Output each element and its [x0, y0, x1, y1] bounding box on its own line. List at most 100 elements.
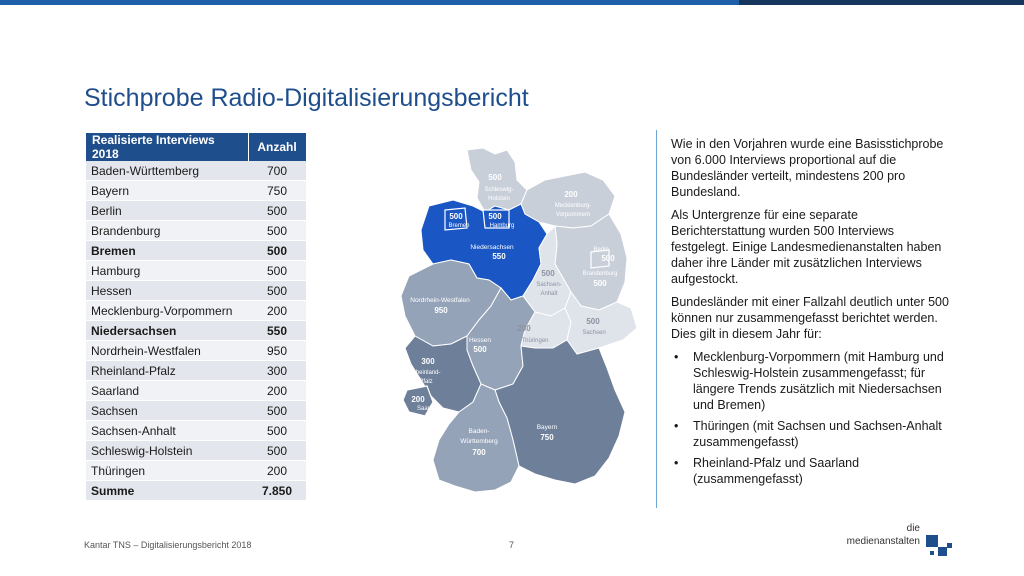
table-total-row: Summe 7.850 [86, 480, 306, 501]
map-label-bayern: Bayern 750 [537, 424, 558, 442]
row-state: Brandenburg [86, 220, 248, 241]
map-value: 300 [421, 357, 435, 366]
list-item: • Mecklenburg-Vorpommern (mit Hamburg und… [671, 349, 951, 413]
slide-title: Stichprobe Radio-Digitalisierungsbericht [84, 84, 529, 112]
map-value: 500 [488, 212, 502, 221]
list-item-text: Mecklenburg-Vorpommern (mit Hamburg und … [693, 350, 944, 412]
row-count: 500 [248, 420, 306, 441]
row-state: Hessen [86, 280, 248, 301]
table-row: Hessen 500 [86, 280, 306, 301]
row-count: 700 [248, 161, 306, 181]
map-value: 500 [593, 279, 607, 288]
logo-square-icon [930, 551, 934, 555]
row-state: Bremen [86, 240, 248, 261]
logo-text-line2: medienanstalten [846, 536, 920, 547]
header-count: Anzahl [248, 133, 307, 161]
map-value: 500 [473, 345, 487, 354]
list-item-text: Thüringen (mit Sachsen und Sachsen-Anhal… [693, 419, 942, 449]
map-label-line: Sachsen- [536, 282, 561, 288]
row-count: 950 [248, 340, 306, 361]
map-label-line: Nordrhein-Westfalen [410, 297, 470, 304]
map-label-line: Bayern [537, 424, 558, 431]
table-row: Bremen 500 [86, 240, 306, 261]
bullet-icon: • [674, 419, 679, 433]
map-value: 500 [488, 173, 502, 182]
map-label-line: Schleswig- [484, 187, 513, 193]
table-row: Saarland 200 [86, 380, 306, 401]
map-label-hessen: Hessen 500 [469, 337, 491, 354]
top-accent-bar [0, 0, 1024, 5]
map-label-thueringen: 200 Thüringen [517, 324, 548, 344]
row-state: Sachsen [86, 400, 248, 421]
map-label-nordrhein-westfalen: Nordrhein-Westfalen 950 [410, 297, 470, 315]
map-label-mecklenburg-vorpommern: 200 Mecklenburg- Vorpommern [555, 190, 591, 218]
paragraph-combined-reporting: Bundesländer mit einer Fallzahl deutlich… [671, 295, 949, 341]
map-label-line: Vorpommern [556, 212, 590, 218]
map-value: 550 [492, 252, 506, 261]
region-berlin [590, 249, 610, 269]
region-bremen [444, 207, 468, 231]
map-label-line: Hamburg [490, 223, 515, 229]
table-row: Sachsen-Anhalt 500 [86, 420, 306, 441]
table-row: Sachsen 500 [86, 400, 306, 421]
map-value: 500 [586, 317, 600, 326]
table-row: Baden-Württemberg 700 [86, 161, 306, 181]
table-row: Brandenburg 500 [86, 220, 306, 241]
logo-square-icon [947, 543, 952, 548]
row-count: 200 [248, 380, 306, 401]
logo-square-icon [926, 535, 938, 547]
list-item: • Rheinland-Pfalz und Saarland (zusammeng… [671, 455, 951, 487]
map-label-saarland: 200 Saarland [411, 395, 441, 412]
table-row: Rheinland-Pfalz 300 [86, 360, 306, 381]
map-label-line: Mecklenburg- [555, 203, 591, 209]
map-label-line: Anhalt [540, 291, 557, 297]
total-count: 7.850 [248, 480, 306, 501]
table-header-row: Realisierte Interviews 2018 Anzahl [86, 133, 307, 161]
map-label-brandenburg: Brandenburg 500 [583, 271, 618, 288]
total-label: Summe [86, 480, 248, 501]
map-label-line: Niedersachsen [470, 244, 514, 251]
map-label-line: Saarland [417, 406, 441, 412]
explanation-text: Wie in den Vorjahren wurde eine Basissti… [671, 136, 951, 492]
top-accent-bar-dark [739, 0, 1024, 5]
row-count: 500 [248, 240, 306, 261]
logo-text-line1: die [906, 523, 920, 534]
row-count: 500 [248, 200, 306, 221]
row-count: 500 [248, 280, 306, 301]
region-sachsen [564, 290, 638, 355]
medienanstalten-logo: die medienanstalten [842, 523, 962, 563]
map-value: 500 [541, 269, 555, 278]
vertical-divider [656, 130, 657, 508]
row-count: 300 [248, 360, 306, 381]
header-state: Realisierte Interviews 2018 [86, 133, 249, 161]
row-count: 200 [248, 460, 306, 481]
map-label-line: Württemberg [460, 438, 498, 445]
map-label-sachsen-anhalt: 500 Sachsen- Anhalt [536, 269, 561, 297]
map-label-line: Baden- [469, 428, 490, 435]
map-value: 200 [411, 395, 425, 404]
row-state: Nordrhein-Westfalen [86, 340, 248, 361]
row-count: 750 [248, 180, 306, 201]
row-state: Mecklenburg-Vorpommern [86, 300, 248, 321]
table-row: Mecklenburg-Vorpommern 200 [86, 300, 306, 321]
map-label-schleswig-holstein: 500 Schleswig- Holstein [484, 173, 513, 202]
table-row: Nordrhein-Westfalen 950 [86, 340, 306, 361]
germany-map-svg: 500 Schleswig- Holstein 200 Mecklenburg-… [400, 147, 638, 493]
map-label-line: Rheinland- [411, 370, 440, 376]
row-state: Niedersachsen [86, 320, 248, 341]
map-label-line: Brandenburg [583, 271, 618, 277]
row-count: 500 [248, 220, 306, 241]
row-state: Saarland [86, 380, 248, 401]
paragraph-basis-sample: Wie in den Vorjahren wurde eine Basissti… [671, 137, 944, 199]
row-state: Schleswig-Holstein [86, 440, 248, 461]
map-label-baden-wuerttemberg: Baden- Württemberg 700 [460, 428, 498, 457]
table-row: Thüringen 200 [86, 460, 306, 481]
bullet-icon: • [674, 350, 679, 364]
list-item: • Thüringen (mit Sachsen und Sachsen-Anha… [671, 418, 951, 450]
map-label-line: Hessen [469, 337, 491, 344]
page-number: 7 [509, 540, 515, 550]
row-count: 200 [248, 300, 306, 321]
footer-source: Kantar TNS – Digitalisierungsbericht 201… [84, 540, 252, 550]
table-row: Hamburg 500 [86, 260, 306, 281]
row-count: 500 [248, 260, 306, 281]
